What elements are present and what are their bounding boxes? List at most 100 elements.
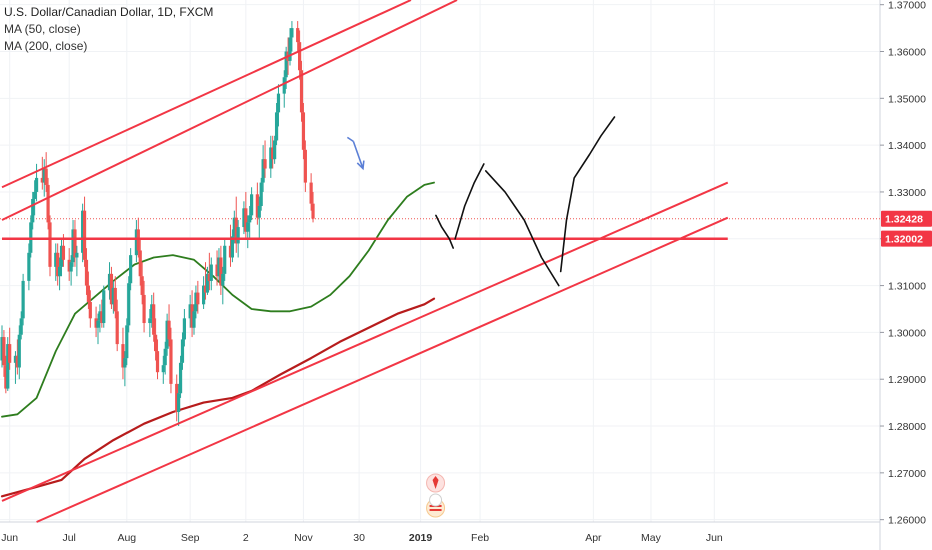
candle-body	[248, 215, 252, 223]
forecast-stroke	[485, 170, 560, 287]
x-tick-label: Aug	[117, 532, 136, 544]
candle-body	[276, 93, 281, 113]
candle-body	[140, 276, 144, 295]
candle-body	[178, 362, 183, 394]
candle-body	[84, 259, 89, 286]
candle-body	[250, 194, 254, 216]
x-tick-label: May	[641, 532, 662, 544]
candle-body	[261, 159, 265, 183]
x-tick-label: Nov	[294, 532, 313, 544]
candle-body	[298, 42, 302, 71]
candle-body	[169, 339, 173, 384]
candle-body	[56, 252, 60, 277]
candle-body	[194, 292, 198, 312]
candle-body	[107, 273, 112, 291]
candle-body	[155, 351, 160, 373]
candle-body	[255, 194, 259, 218]
candle-body	[142, 294, 146, 324]
candle-body	[269, 147, 273, 169]
candle-body	[88, 301, 92, 319]
candle-body	[167, 320, 171, 340]
candle-body	[113, 287, 117, 312]
candle-body	[232, 217, 236, 237]
x-tick-label: Sep	[181, 532, 200, 544]
candle-body	[242, 208, 246, 228]
candle-body	[59, 245, 64, 267]
price-label: 1.32002	[885, 234, 923, 246]
forecast-stroke	[435, 214, 454, 249]
x-tick-label: 30	[353, 532, 365, 544]
candle-body	[44, 168, 48, 185]
candle-body	[234, 217, 238, 244]
ma200-legend: MA (200, close)	[4, 39, 88, 53]
candle-body	[221, 273, 225, 286]
candle-body	[17, 334, 21, 368]
price-label: 1.32428	[885, 214, 923, 226]
y-tick-label: 1.31000	[888, 281, 926, 293]
annotation-arrow	[352, 141, 364, 169]
x-tick-label: Jun	[1, 532, 18, 544]
candle-body	[138, 250, 142, 277]
candle-body	[61, 245, 66, 260]
y-tick-label: 1.36000	[888, 46, 926, 58]
candle-body	[192, 311, 196, 328]
candle-body	[263, 159, 267, 169]
candle-body	[71, 229, 75, 263]
candle-body	[19, 318, 23, 335]
candle-body	[299, 70, 304, 113]
candle-body	[154, 334, 158, 352]
y-tick-label: 1.34000	[888, 140, 926, 152]
candle-body	[40, 177, 44, 183]
candle-body	[67, 259, 71, 272]
candle-body	[284, 51, 288, 78]
candle-body	[259, 182, 263, 206]
candle-body	[219, 257, 223, 286]
candle-body	[69, 262, 73, 272]
chart-title: U.S. Dollar/Canadian Dollar, 1D, FXCM	[4, 5, 214, 19]
candle-body	[196, 292, 200, 305]
trend-channel-line	[1, 0, 458, 221]
candle-body	[125, 325, 129, 359]
candle-body	[148, 318, 152, 324]
trend-channel-line	[36, 216, 729, 523]
candle-body	[203, 285, 208, 293]
price-label-box	[881, 210, 932, 227]
candle-body	[34, 177, 39, 192]
trend-channel-line	[1, 0, 412, 189]
candle-body	[109, 273, 114, 305]
candle-body	[31, 198, 35, 223]
candle-body	[75, 252, 79, 258]
trend-channel-line	[1, 181, 729, 502]
candle-body	[209, 264, 213, 281]
annotation-arrow-head	[356, 160, 365, 171]
candle-body	[33, 191, 37, 199]
candle-body	[134, 229, 138, 256]
candle-body	[100, 311, 104, 324]
candle-body	[244, 208, 248, 232]
ma50-legend: MA (50, close)	[4, 22, 81, 36]
chart-legend: U.S. Dollar/Canadian Dollar, 1D, FXCM MA…	[4, 4, 213, 55]
y-tick-label: 1.37000	[888, 0, 926, 12]
candle-body	[228, 245, 233, 258]
candle-body	[111, 287, 115, 305]
candle-body	[202, 285, 206, 305]
candle-body	[48, 222, 52, 267]
candle-body	[246, 222, 250, 232]
candle-body	[123, 358, 127, 368]
candle-body	[303, 149, 307, 183]
candle-body	[257, 205, 261, 218]
candle-body	[102, 290, 106, 324]
x-tick-label: 2019	[409, 532, 433, 544]
candle-body	[21, 280, 25, 319]
forecast-stroke	[454, 163, 485, 240]
candle-body	[0, 337, 4, 361]
y-tick-label: 1.33000	[888, 187, 926, 199]
candle-body	[15, 355, 19, 368]
candle-body	[6, 344, 10, 389]
candle-body	[96, 320, 100, 328]
candle-body	[163, 348, 167, 366]
ma50-line	[1, 181, 435, 418]
candle-body	[165, 320, 169, 349]
candle-body	[215, 264, 219, 277]
